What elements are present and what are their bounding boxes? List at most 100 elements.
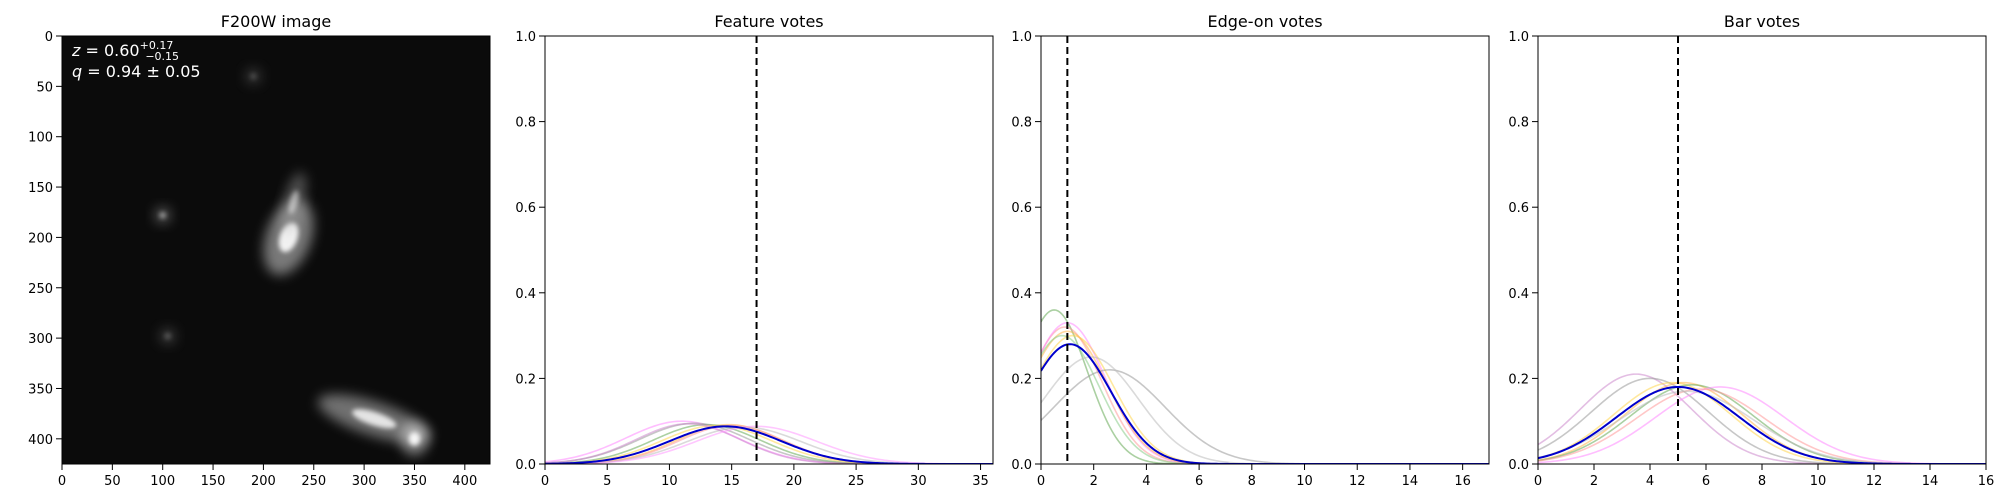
x-tick-label: 4 xyxy=(1142,474,1150,489)
x-tick-label: 14 xyxy=(1922,474,1939,489)
x-tick-label: 0 xyxy=(1534,474,1542,489)
x-tick-label: 5 xyxy=(603,474,611,489)
curves xyxy=(1538,36,1986,464)
x-tick-label: 200 xyxy=(251,474,276,489)
y-tick-label: 0.0 xyxy=(515,458,536,473)
sample-curve-3 xyxy=(1041,334,1489,464)
sample-curve-7 xyxy=(545,422,993,464)
source-1 xyxy=(281,172,306,233)
x-tick-label: 15 xyxy=(723,474,740,489)
q-annotation: q = 0.94 ± 0.05 xyxy=(72,62,201,81)
x-tick-label: 12 xyxy=(1866,474,1883,489)
y-tick-label: 200 xyxy=(28,231,53,246)
y-tick-label: 250 xyxy=(28,282,53,297)
curves xyxy=(1041,36,1489,464)
z-lower: −0.15 xyxy=(145,50,179,63)
x-tick-label: 10 xyxy=(1810,474,1827,489)
x-tick-label: 10 xyxy=(1296,474,1313,489)
y-tick-label: 0.2 xyxy=(1508,372,1529,387)
y-tick-label: 1.0 xyxy=(1011,30,1032,45)
z-annotation: z = 0.60+0.17 −0.15 xyxy=(71,39,179,63)
y-tick-label: 350 xyxy=(28,382,53,397)
y-tick-label: 0.2 xyxy=(515,372,536,387)
x-tick-label: 4 xyxy=(1646,474,1654,489)
sample-curve-1 xyxy=(1041,326,1489,464)
mean-curve xyxy=(1041,343,1489,464)
y-tick-label: 300 xyxy=(28,332,53,347)
q-symbol: q xyxy=(72,62,82,81)
panel-title: Bar votes xyxy=(1724,12,1800,31)
y-tick-label: 0.4 xyxy=(1508,287,1529,302)
sample-curve-4 xyxy=(1041,330,1489,464)
y-tick-label: 0.6 xyxy=(515,201,536,216)
x-tick-label: 2 xyxy=(1590,474,1598,489)
sample-curve-0 xyxy=(1538,373,1986,464)
x-tick-label: 50 xyxy=(104,474,121,489)
sample-curve-5 xyxy=(1041,334,1489,464)
x-tick-label: 0 xyxy=(58,474,66,489)
y-tick-label: 0 xyxy=(45,30,53,45)
x-tick-label: 10 xyxy=(661,474,678,489)
y-tick-label: 0.0 xyxy=(1508,458,1529,473)
y-tick-label: 0.6 xyxy=(1011,201,1032,216)
q-value: = 0.94 ± 0.05 xyxy=(82,62,200,81)
x-tick-label: 2 xyxy=(1090,474,1098,489)
x-tick-label: 8 xyxy=(1248,474,1256,489)
source-6 xyxy=(159,327,177,345)
y-tick-label: 50 xyxy=(36,80,53,95)
mean-curve xyxy=(545,425,993,464)
x-tick-label: 100 xyxy=(150,474,175,489)
x-tick-label: 14 xyxy=(1402,474,1419,489)
source-2 xyxy=(154,206,172,224)
image-ticks: 0 50 100 150 200 250 300 350 400 0 50 100 150 200 250 3… xyxy=(28,30,477,489)
panel-image: F200W image z = 0.60+0.17 −0.15 q = 0.94 … xyxy=(28,12,491,489)
sample-curve-7 xyxy=(1041,356,1489,464)
z-value: = 0.60 xyxy=(80,41,139,60)
x-tick-label: 400 xyxy=(452,474,477,489)
x-tick-label: 350 xyxy=(402,474,427,489)
z-symbol: z xyxy=(71,41,81,60)
panel-feature-votes: Feature votes 0 5 10 15 20 25 30 35 0.0 0.2 0.4 0.6… xyxy=(515,12,994,489)
y-tick-label: 0.4 xyxy=(1011,287,1032,302)
sample-curve-0 xyxy=(1041,309,1489,464)
panel-title: F200W image xyxy=(221,12,331,31)
curves xyxy=(545,36,993,464)
panel-bar-votes: Bar votes 0 2 4 6 8 10 12 14 16 0.0 0.2 0.4 0.6 0.8 1.… xyxy=(1508,12,1994,489)
image-frame xyxy=(61,35,491,465)
x-tick-label: 6 xyxy=(1702,474,1710,489)
y-tick-label: 400 xyxy=(28,433,53,448)
x-tick-label: 16 xyxy=(1978,474,1995,489)
y-tick-label: 0.8 xyxy=(1011,116,1032,131)
y-tick-label: 0.8 xyxy=(1508,116,1529,131)
sample-curve-1 xyxy=(1538,377,1986,464)
x-tick-label: 150 xyxy=(201,474,226,489)
x-tick-label: 12 xyxy=(1349,474,1366,489)
panel-title: Feature votes xyxy=(714,12,823,31)
axis-ticks: 0 2 4 6 8 10 12 14 16 0.0 0.2 0.4 0.6 0.8 1.0 xyxy=(1011,30,1471,489)
y-tick-label: 100 xyxy=(28,131,53,146)
y-tick-label: 0.2 xyxy=(1011,372,1032,387)
y-tick-label: 0.4 xyxy=(515,287,536,302)
source-5 xyxy=(244,67,262,85)
x-tick-label: 0 xyxy=(541,474,549,489)
x-tick-label: 25 xyxy=(848,474,865,489)
image-sources xyxy=(154,67,431,456)
y-tick-label: 0.0 xyxy=(1011,458,1032,473)
axes-frame xyxy=(544,35,994,465)
x-tick-label: 16 xyxy=(1454,474,1471,489)
panel-title: Edge-on votes xyxy=(1207,12,1322,31)
x-tick-label: 0 xyxy=(1037,474,1045,489)
axis-ticks: 0 2 4 6 8 10 12 14 16 0.0 0.2 0.4 0.6 0.8 1.0 xyxy=(1508,30,1994,489)
y-tick-label: 1.0 xyxy=(1508,30,1529,45)
x-tick-label: 20 xyxy=(786,474,803,489)
x-tick-label: 250 xyxy=(301,474,326,489)
sample-curve-2 xyxy=(1041,321,1489,464)
axis-ticks: 0 5 10 15 20 25 30 35 0.0 0.2 0.4 0.6 0.8 1.0 xyxy=(515,30,989,489)
source-4 xyxy=(400,422,429,456)
x-tick-label: 30 xyxy=(910,474,927,489)
y-tick-label: 0.6 xyxy=(1508,201,1529,216)
y-tick-label: 0.8 xyxy=(515,116,536,131)
x-tick-label: 8 xyxy=(1758,474,1766,489)
z-upper: +0.17 xyxy=(140,39,174,52)
x-tick-label: 35 xyxy=(972,474,989,489)
